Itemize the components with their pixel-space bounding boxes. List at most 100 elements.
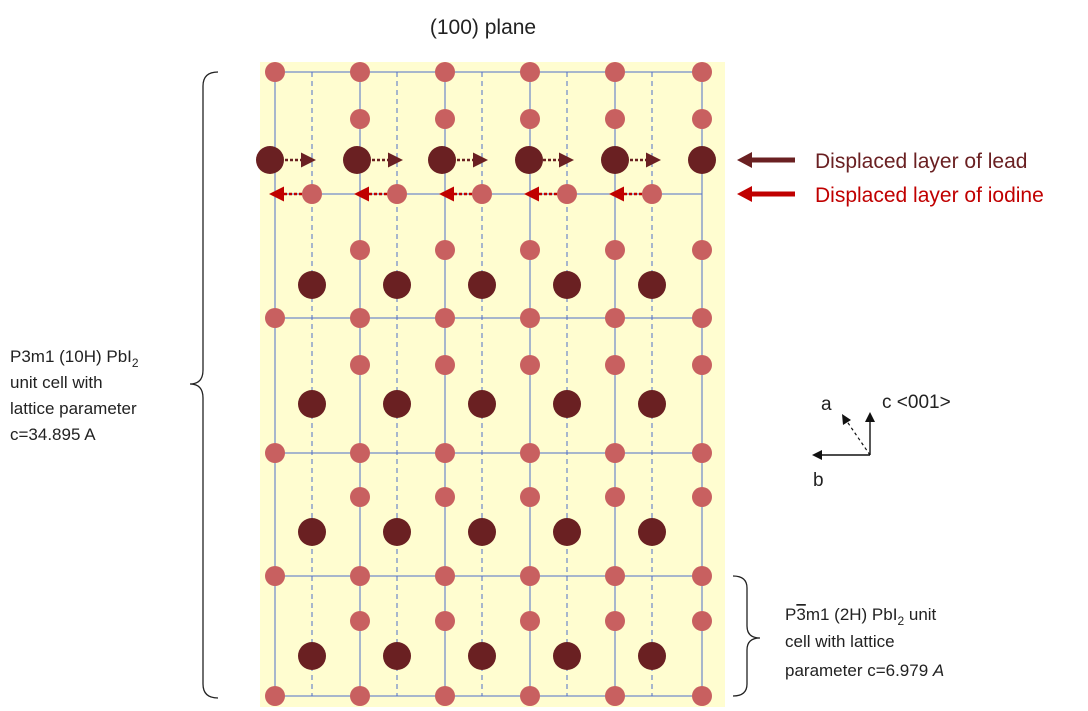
lead-atom	[553, 642, 581, 670]
iodine-atom	[520, 611, 540, 631]
iodine-atom	[435, 62, 455, 82]
iodine-atom	[435, 611, 455, 631]
iodine-atom	[605, 686, 625, 706]
iodine-atom	[520, 686, 540, 706]
lead-atom	[298, 642, 326, 670]
b-axis-label: b	[813, 470, 824, 491]
lead-atom	[515, 146, 543, 174]
iodine-atom	[692, 487, 712, 507]
lead-atom	[553, 390, 581, 418]
iodine-atom	[265, 62, 285, 82]
iodine-atom	[692, 109, 712, 129]
iodine-atom	[265, 308, 285, 328]
iodine-atom	[692, 686, 712, 706]
right-annotation-overbar-digit: 3	[796, 605, 805, 624]
right-annotation-line3: parameter c=6.979 A	[785, 661, 944, 680]
right-annotation-p: P	[785, 605, 796, 624]
iodine-atom	[350, 308, 370, 328]
lead-atom	[298, 271, 326, 299]
b-axis-arrowhead	[812, 450, 822, 460]
iodine-legend-label: Displaced layer of iodine	[815, 184, 1044, 207]
right-brace	[732, 575, 761, 697]
iodine-atom	[520, 308, 540, 328]
lead-atom	[383, 642, 411, 670]
left-annotation-line1: P3m1 (10H) PbI2	[10, 347, 139, 370]
iodine-atom	[350, 62, 370, 82]
lead-atom	[638, 271, 666, 299]
lead-atom	[383, 390, 411, 418]
left-annotation-line3: lattice parameter	[10, 399, 137, 418]
lead-atom	[553, 518, 581, 546]
left-annotation-line2: unit cell with	[10, 373, 103, 392]
iodine-legend-arrowhead	[737, 186, 752, 202]
axes-indicator: a c <001> b	[812, 392, 951, 491]
right-annotation-line1: P3m1 (2H) PbI2 unit	[785, 605, 937, 628]
iodine-atom	[435, 355, 455, 375]
diagram-title: (100) plane	[430, 16, 536, 39]
iodine-atom	[350, 355, 370, 375]
iodine-atom	[350, 109, 370, 129]
lead-legend-label: Displaced layer of lead	[815, 150, 1027, 173]
lead-atom	[428, 146, 456, 174]
iodine-atom	[692, 62, 712, 82]
lead-atom	[383, 271, 411, 299]
iodine-atom	[265, 443, 285, 463]
right-annotation-subscript: 2	[897, 614, 904, 628]
iodine-atom	[692, 240, 712, 260]
iodine-atom	[605, 308, 625, 328]
iodine-atom	[302, 184, 322, 204]
right-annotation-line1-text: m1 (2H) PbI	[806, 605, 898, 624]
a-axis-line	[845, 419, 871, 456]
legend: Displaced layer of lead Displaced layer …	[737, 150, 1044, 207]
right-annotation-line2: cell with lattice	[785, 632, 895, 651]
unit-cell-panel	[260, 62, 725, 707]
iodine-atom	[520, 487, 540, 507]
iodine-atom	[387, 184, 407, 204]
iodine-atom	[557, 184, 577, 204]
iodine-atom	[605, 611, 625, 631]
iodine-atom	[520, 62, 540, 82]
iodine-atom	[350, 487, 370, 507]
iodine-atom	[435, 686, 455, 706]
a-axis-label: a	[821, 394, 832, 415]
lead-atom	[638, 390, 666, 418]
left-annotation-line1-text: P3m1 (10H) PbI	[10, 347, 132, 366]
lead-atom	[256, 146, 284, 174]
lead-atom	[468, 518, 496, 546]
iodine-atom	[435, 109, 455, 129]
lead-atom	[468, 390, 496, 418]
lead-atom	[343, 146, 371, 174]
iodine-atom	[692, 566, 712, 586]
iodine-atom	[350, 443, 370, 463]
iodine-atom	[605, 355, 625, 375]
iodine-atom	[642, 184, 662, 204]
iodine-atom	[692, 355, 712, 375]
a-axis-arrowhead	[842, 414, 851, 425]
lead-atom	[468, 271, 496, 299]
left-brace	[189, 71, 219, 699]
iodine-atom	[350, 566, 370, 586]
atoms-layer	[256, 62, 716, 706]
iodine-atom	[605, 487, 625, 507]
iodine-atom	[435, 487, 455, 507]
iodine-atom	[605, 109, 625, 129]
right-annotation-line3-text: parameter c=6.979	[785, 661, 933, 680]
iodine-atom	[435, 443, 455, 463]
displacement-arrows	[269, 152, 661, 202]
iodine-atom	[692, 611, 712, 631]
lead-atom	[298, 390, 326, 418]
left-annotation-subscript: 2	[132, 356, 139, 370]
iodine-atom	[520, 566, 540, 586]
iodine-atom	[350, 611, 370, 631]
lead-atom	[383, 518, 411, 546]
iodine-atom	[520, 109, 540, 129]
iodine-atom	[350, 240, 370, 260]
iodine-atom	[435, 566, 455, 586]
lead-atom	[553, 271, 581, 299]
iodine-atom	[435, 240, 455, 260]
lead-atom	[638, 642, 666, 670]
iodine-atom	[350, 686, 370, 706]
iodine-atom	[265, 686, 285, 706]
left-annotation-line4: c=34.895 A	[10, 425, 96, 444]
